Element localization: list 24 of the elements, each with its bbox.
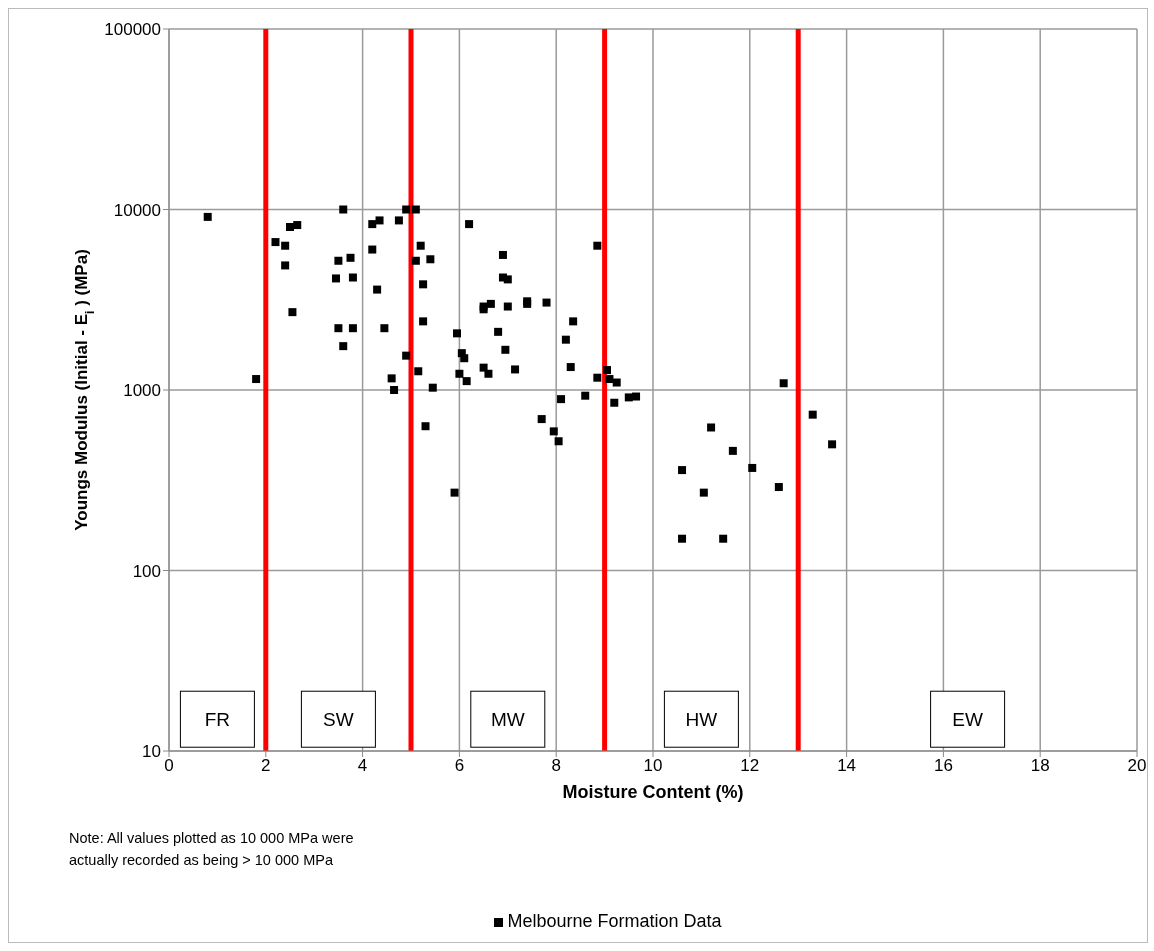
x-tick-label: 18 — [1030, 756, 1050, 776]
annotation: EW — [952, 709, 983, 731]
x-tick-label: 20 — [1127, 756, 1147, 776]
x-tick-label: 4 — [357, 756, 368, 776]
x-tick-label: 2 — [261, 756, 271, 776]
x-tick-label: 16 — [933, 756, 953, 776]
y-tick-label: 10000 — [113, 200, 161, 220]
legend-label: Melbourne Formation Data — [507, 911, 722, 931]
annotation: SW — [323, 709, 354, 731]
x-tick-label: 8 — [551, 756, 561, 776]
x-axis-title: Moisture Content (%) — [562, 782, 744, 802]
annotation: MW — [490, 709, 525, 731]
y-tick-label: 1000 — [123, 381, 161, 401]
y-tick-label: 100000 — [104, 20, 161, 40]
x-tick-label: 0 — [164, 756, 174, 776]
y-tick-label: 100 — [132, 561, 161, 581]
text: Note: All values plotted as 10 000 MPa were actually recorded as being > 10 000 MPa — [69, 829, 355, 870]
x-tick-label: 12 — [740, 756, 760, 776]
x-tick-label: 14 — [837, 756, 857, 776]
annotation: HW — [685, 709, 718, 731]
x-tick-label: 10 — [643, 756, 663, 776]
annotation: FR — [204, 709, 231, 731]
x-tick-label: 6 — [454, 756, 465, 776]
y-tick-label: 10 — [142, 742, 161, 762]
